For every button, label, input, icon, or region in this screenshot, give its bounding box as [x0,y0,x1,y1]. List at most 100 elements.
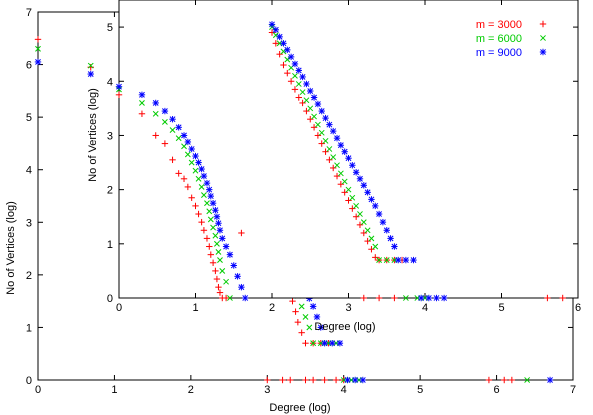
inset-point [372,254,379,261]
legend-marker [539,20,547,28]
inset-point [341,148,348,155]
main-point [34,58,42,66]
inset-marks [115,21,566,302]
inset-point [280,61,287,69]
inset-point [206,243,213,250]
inset-point [216,227,224,234]
inset-point [375,294,383,302]
main-x-tick-label: 2 [188,384,194,396]
inset-point [213,213,221,220]
main-point [302,314,309,320]
main-point [287,376,294,384]
inset-point [303,97,310,104]
inset-axes: 0 1 2 3 4 5 6 0 1 2 3 4 5 [107,0,581,314]
inset-point [333,172,341,180]
main-point [485,376,493,384]
inset-point [188,159,195,166]
main-y-tick-label: 4 [26,165,32,177]
inset-point [326,156,333,164]
main-point [344,376,351,384]
inset-point [417,294,425,302]
legend-label: m = 9000 [476,47,522,59]
inset-point [284,69,291,77]
inset-point [200,227,208,234]
inset-point [368,196,375,203]
main-y-tick-label: 3 [26,217,32,229]
main-x-axis-label: Degree (log) [269,402,330,414]
main-point [35,45,41,52]
inset-point [353,202,360,209]
main-point [501,376,508,384]
main-point [298,303,305,310]
inset-point [322,114,329,122]
inset-point [318,140,325,147]
inset-point [364,189,371,196]
inset-point [272,26,280,33]
inset-point [139,100,145,106]
inset-point [295,94,302,101]
inset-point [314,100,322,108]
inset-point [213,275,221,283]
inset-point [345,197,352,204]
inset-point [357,211,363,217]
inset-point [198,184,205,190]
legend: m = 3000 m = 6000 m = 9000 [476,19,547,59]
inset-point [356,175,364,182]
inset-point [291,86,299,93]
inset-y-tick-label: 3 [107,130,113,142]
inset-x-axis-label: Degree (log) [314,321,375,333]
inset-point [337,170,344,177]
inset-point [195,175,202,182]
main-y-tick-label: 1 [26,322,32,334]
legend-label: m = 6000 [476,33,522,45]
main-point [329,340,336,347]
inset-point [364,237,371,245]
inset-point [440,294,448,302]
inset-point [195,210,202,218]
inset-point [337,181,345,188]
inset-point [372,243,379,250]
inset-point [326,121,333,128]
inset-point [333,134,341,142]
inset-point [360,182,367,189]
inset-point [303,80,310,88]
main-point [336,340,344,347]
inset-point [268,29,276,36]
inset-point [395,256,402,264]
inset-point [402,256,410,264]
inset-point [276,50,283,58]
inset-point [152,110,159,117]
inset-point [310,94,318,101]
main-y-tick-label: 7 [26,7,32,19]
inset-point [559,294,566,302]
inset-x-tick-label: 1 [192,302,198,314]
main-point [310,340,317,347]
main-x-tick-label: 4 [341,384,347,396]
main-point [264,376,271,384]
main-point [313,313,321,321]
inset-point [204,200,210,207]
main-point [302,340,309,347]
inset-point [345,186,352,193]
inset-point [360,219,367,226]
inset-point [200,172,208,180]
inset-point [203,235,211,242]
inset-point [226,251,234,258]
inset-point [387,235,394,242]
main-point [508,376,516,384]
inset-point [330,164,337,172]
inset-point [206,208,213,215]
inset-point [161,107,169,115]
main-y-tick-label: 2 [26,270,32,282]
inset-point [188,145,195,153]
main-y-tick-label: 5 [26,112,32,124]
inset-y-tick-label: 1 [107,239,113,251]
inset-point [138,110,146,117]
inset-point [372,202,379,210]
inset-point [234,273,241,280]
inset-point [433,294,440,302]
inset-y-tick-label: 4 [107,76,113,88]
inset-point [314,132,322,139]
inset-point [307,116,314,123]
inset-background [119,0,578,298]
